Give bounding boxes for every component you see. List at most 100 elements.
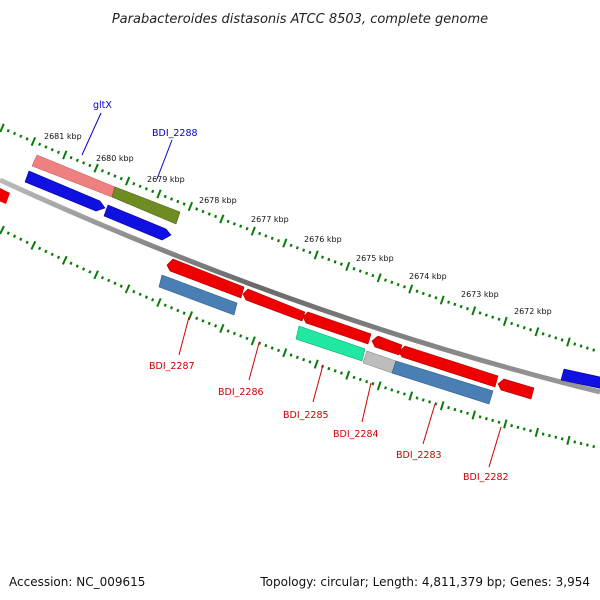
minor-tick: [258, 231, 262, 236]
minor-tick: [541, 432, 545, 436]
minor-tick: [56, 150, 61, 155]
minor-tick: [384, 386, 388, 390]
minor-tick: [371, 273, 375, 278]
minor-tick: [50, 147, 54, 152]
gene-label-gltX[interactable]: gltX: [93, 100, 112, 111]
minor-tick: [88, 270, 92, 274]
minor-tick: [320, 255, 325, 259]
minor-tick: [402, 392, 406, 396]
scale-label-2677: 2677 kbp: [251, 215, 289, 224]
gene-feature-forward[interactable]: [111, 186, 181, 225]
gene-label-BDI_2283[interactable]: BDI_2283: [396, 450, 442, 461]
minor-tick: [302, 357, 306, 362]
minor-tick: [88, 163, 92, 168]
leader-line: [178, 316, 190, 356]
minor-tick: [592, 348, 596, 352]
forward-gene-labels: gltX BDI_2288: [81, 100, 198, 180]
minor-tick: [421, 398, 425, 402]
gene-feature-reverse[interactable]: [158, 274, 238, 316]
major-tick: [502, 316, 508, 327]
minor-tick: [459, 409, 463, 414]
minor-tick: [497, 317, 501, 321]
minor-tick: [371, 382, 375, 386]
minor-tick: [207, 321, 211, 326]
minor-tick: [213, 324, 218, 328]
minor-tick: [365, 379, 369, 384]
minor-tick: [82, 161, 86, 165]
gene-feature-reverse[interactable]: [242, 288, 306, 322]
minor-tick: [50, 252, 54, 257]
minor-tick: [207, 212, 211, 216]
minor-tick: [239, 334, 243, 338]
gene-feature-reverse[interactable]: [0, 183, 10, 204]
major-tick: [61, 255, 68, 265]
minor-tick: [82, 267, 86, 271]
minor-tick: [415, 396, 419, 400]
gene-feature-forward[interactable]: [560, 368, 600, 389]
minor-tick: [258, 341, 262, 345]
gene-feature-reverse[interactable]: [391, 360, 494, 405]
minor-tick: [516, 425, 520, 429]
major-tick: [124, 176, 131, 186]
gene-label-BDI_2284[interactable]: BDI_2284: [333, 429, 379, 440]
gene-feature-reverse[interactable]: [295, 325, 366, 362]
minor-tick: [554, 336, 558, 340]
leader-line: [81, 112, 102, 156]
minor-tick: [56, 255, 61, 260]
gene-feature-reverse[interactable]: [371, 335, 403, 356]
gene-label-BDI_2287[interactable]: BDI_2287: [149, 361, 195, 372]
genome-backbone: [0, 177, 600, 395]
minor-tick: [19, 134, 23, 138]
minor-tick: [308, 360, 312, 364]
gene-label-BDI_2288[interactable]: BDI_2288: [152, 128, 198, 139]
major-tick: [0, 123, 5, 133]
gene-label-BDI_2282[interactable]: BDI_2282: [463, 472, 509, 483]
minor-tick: [516, 323, 520, 328]
major-tick: [439, 295, 445, 305]
gene-label-BDI_2285[interactable]: BDI_2285: [283, 410, 329, 421]
major-tick: [282, 238, 288, 248]
minor-tick: [592, 444, 596, 449]
gene-feature-forward[interactable]: [103, 204, 172, 241]
major-tick: [566, 435, 571, 446]
minor-tick: [44, 145, 48, 149]
minor-tick: [358, 377, 362, 382]
gene-feature-reverse[interactable]: [302, 311, 372, 345]
scale-label-2676: 2676 kbp: [304, 235, 342, 244]
minor-tick: [176, 308, 180, 313]
minor-tick: [447, 300, 451, 304]
minor-tick: [585, 346, 589, 350]
minor-tick: [491, 315, 495, 319]
minor-tick: [352, 375, 356, 380]
minor-tick: [182, 311, 186, 315]
minor-tick: [434, 402, 438, 406]
minor-tick: [25, 137, 29, 141]
minor-tick: [201, 319, 205, 323]
genome-summary-text: Topology: circular; Length: 4,811,379 bp…: [260, 575, 590, 589]
major-tick: [313, 250, 319, 260]
major-tick: [30, 137, 37, 147]
minor-tick: [541, 332, 545, 336]
gene-feature-reverse[interactable]: [362, 350, 397, 374]
scale-label-2678: 2678 kbp: [199, 196, 237, 205]
scale-label-2675: 2675 kbp: [356, 254, 394, 263]
minor-tick: [352, 267, 356, 271]
gene-feature-forward[interactable]: [24, 170, 106, 212]
minor-tick: [459, 304, 463, 309]
gene-feature-reverse[interactable]: [166, 258, 245, 299]
minor-tick: [107, 278, 111, 283]
gene-feature-reverse[interactable]: [497, 378, 535, 400]
major-tick: [0, 225, 5, 235]
minor-tick: [25, 240, 29, 245]
minor-tick: [232, 331, 236, 336]
minor-tick: [295, 355, 299, 360]
gene-label-BDI_2286[interactable]: BDI_2286: [218, 387, 264, 398]
minor-tick: [522, 325, 526, 330]
minor-tick: [396, 282, 400, 287]
major-tick: [93, 270, 99, 280]
scale-label-2681: 2681 kbp: [44, 132, 82, 141]
gene-feature-reverse[interactable]: [398, 345, 499, 388]
leader-line: [248, 342, 260, 381]
minor-tick: [302, 248, 306, 252]
major-tick: [30, 240, 37, 250]
